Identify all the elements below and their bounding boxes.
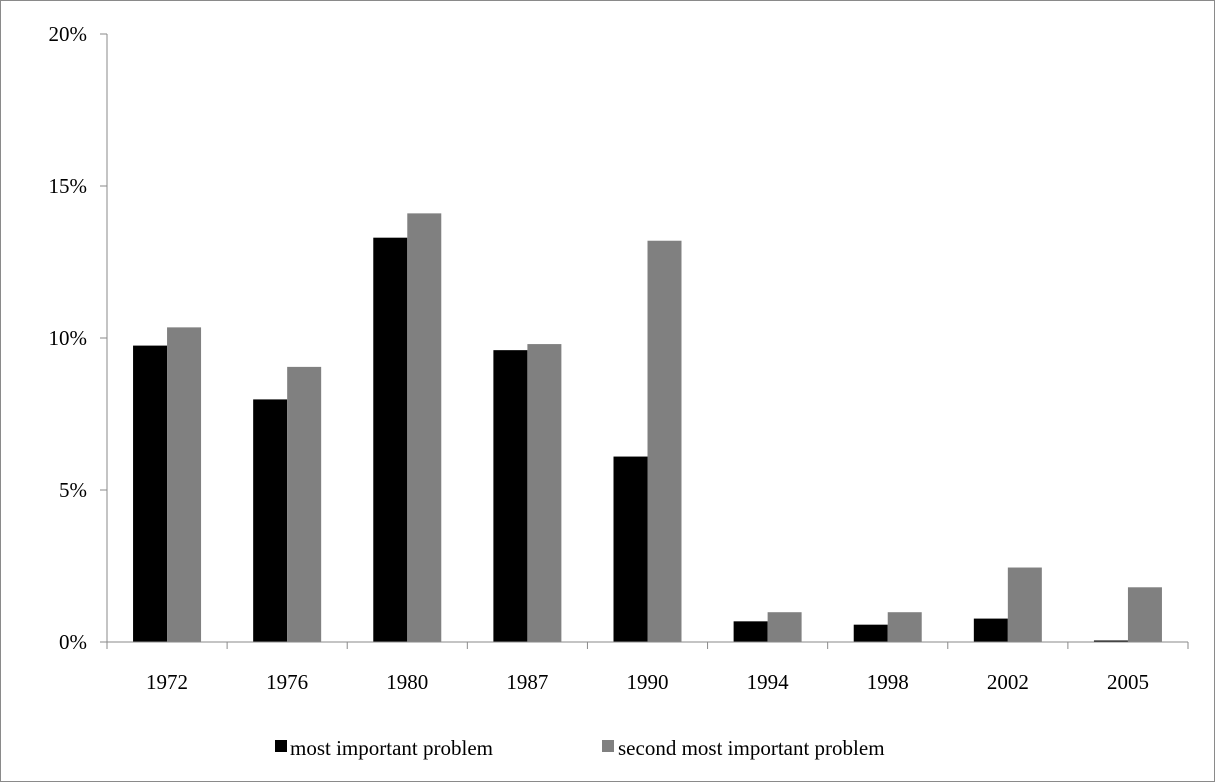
y-tick-label: 15%: [49, 174, 88, 198]
bar-most-important-1972: [133, 345, 168, 642]
bar-most-important-1998: [853, 624, 888, 642]
x-tick-label: 1990: [627, 670, 669, 694]
bar-most-important-1994: [733, 621, 768, 642]
bar-most-important-1976: [253, 399, 288, 642]
bar-most-important-2005: [1093, 640, 1128, 642]
legend: most important problem second most impor…: [275, 736, 885, 760]
legend-swatch-second-most-important: [602, 740, 614, 752]
x-tick-label: 1980: [386, 670, 428, 694]
bar-second-most-important-1990: [647, 240, 682, 642]
x-tick-label: 1987: [506, 670, 548, 694]
bar-most-important-1987: [493, 350, 528, 642]
bar-second-most-important-1998: [887, 612, 922, 642]
x-tick-label: 1998: [867, 670, 909, 694]
legend-swatch-most-important: [275, 740, 287, 752]
bar-second-most-important-1994: [767, 612, 802, 642]
x-tick-label: 1994: [747, 670, 790, 694]
bar-most-important-1980: [373, 237, 408, 642]
x-tick-label: 2005: [1107, 670, 1149, 694]
x-tick-label: 2002: [987, 670, 1029, 694]
axes-layer: [100, 33, 1189, 649]
bar-second-most-important-1972: [167, 327, 202, 642]
bar-second-most-important-1987: [527, 344, 562, 642]
y-tick-label: 10%: [49, 326, 88, 350]
bar-second-most-important-2005: [1127, 587, 1162, 642]
y-tick-label: 0%: [59, 630, 87, 654]
x-tick-label: 1976: [266, 670, 308, 694]
bar-most-important-2002: [973, 618, 1008, 642]
tick-labels-layer: 0% 5% 10% 15% 20% 1972 1976 1980 1987 1990 1994 199…: [49, 22, 1149, 694]
bar-most-important-1990: [613, 456, 648, 642]
legend-label-second-most-important: second most important problem: [618, 736, 885, 760]
bar-second-most-important-2002: [1007, 567, 1042, 642]
bar-second-most-important-1976: [287, 366, 322, 642]
y-tick-label: 5%: [59, 478, 87, 502]
y-tick-label: 20%: [49, 22, 88, 46]
bars-layer: [133, 213, 1162, 643]
x-tick-label: 1972: [146, 670, 188, 694]
bar-second-most-important-1980: [407, 213, 442, 643]
legend-label-most-important: most important problem: [290, 736, 493, 760]
